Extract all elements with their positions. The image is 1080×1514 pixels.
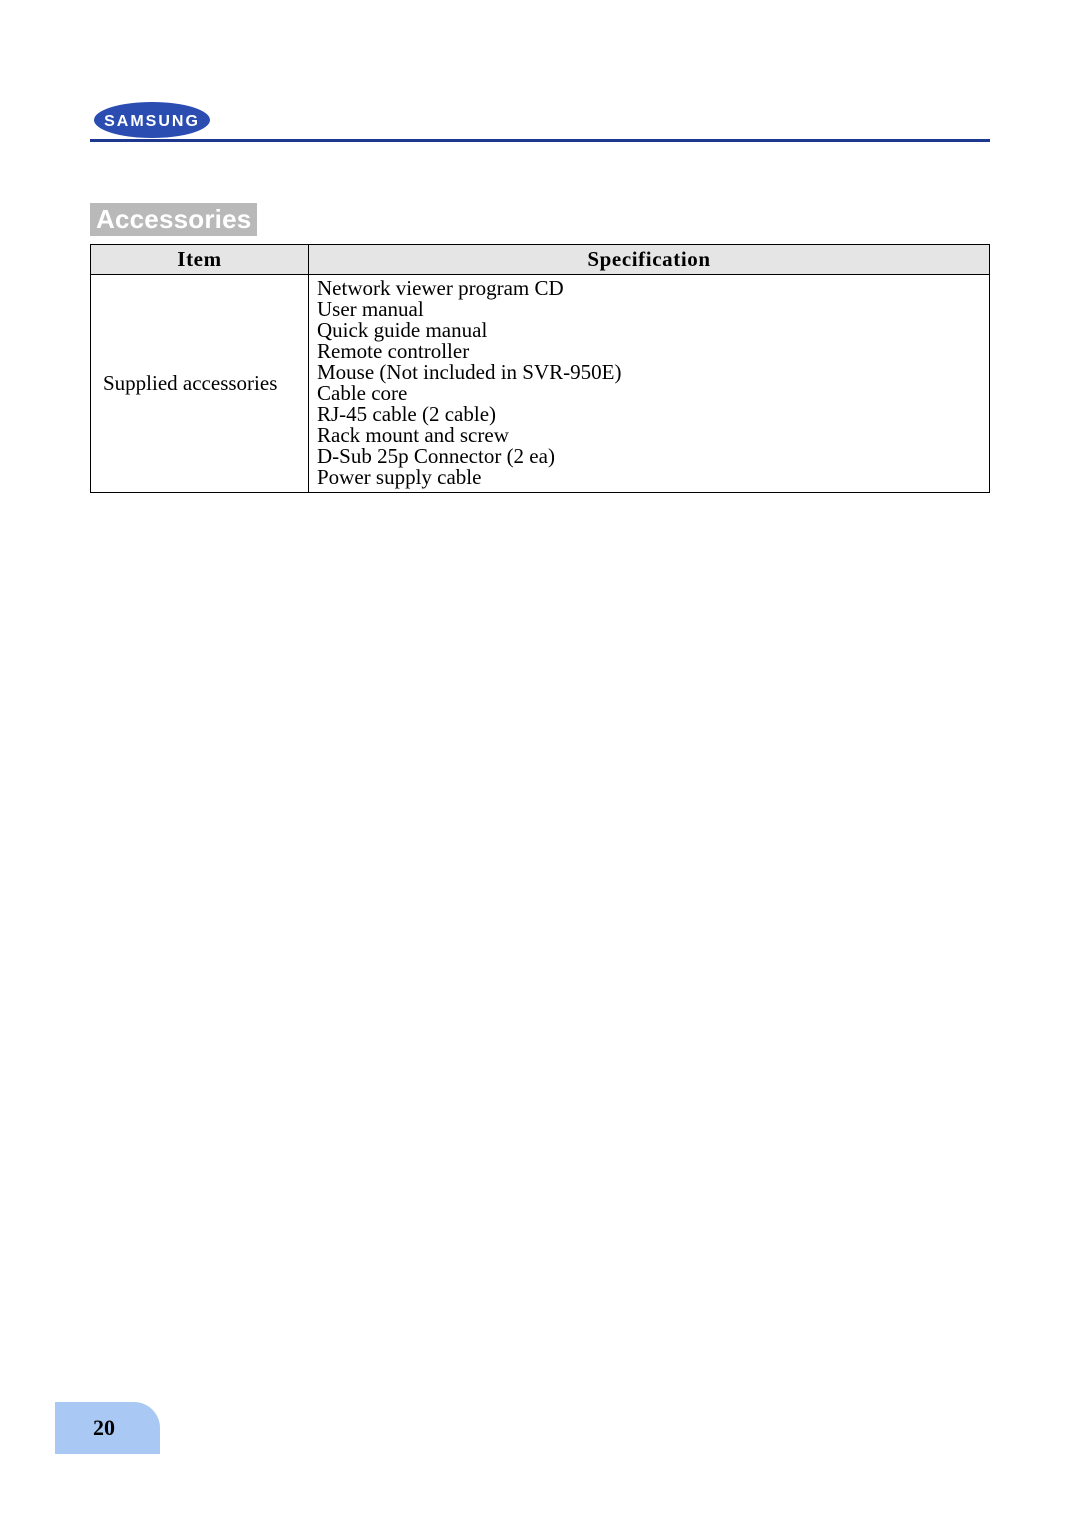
section-title-box: Accessories (90, 203, 257, 236)
spec-cell: Network viewer program CD User manual Qu… (309, 275, 990, 493)
col-specification: Specification (309, 245, 990, 275)
spec-list: Network viewer program CD User manual Qu… (317, 278, 981, 488)
spec-item: Remote controller (317, 341, 981, 362)
spec-item: Mouse (Not included in SVR-950E) (317, 362, 981, 383)
header-rule (90, 139, 990, 142)
spec-item: D-Sub 25p Connector (2 ea) (317, 446, 981, 467)
table-header-row: Item Specification (91, 245, 990, 275)
spec-item: Cable core (317, 383, 981, 404)
page-number: 20 (93, 1415, 115, 1441)
spec-item: Quick guide manual (317, 320, 981, 341)
table-row: Supplied accessories Network viewer prog… (91, 275, 990, 493)
spec-item: Network viewer program CD (317, 278, 981, 299)
header: SAMSUNG (90, 90, 990, 145)
spec-item: Power supply cable (317, 467, 981, 488)
col-item: Item (91, 245, 309, 275)
spec-item: User manual (317, 299, 981, 320)
spec-item: RJ-45 cable (2 cable) (317, 404, 981, 425)
samsung-logo-text: SAMSUNG (104, 113, 200, 130)
page-number-tab: 20 (55, 1402, 160, 1454)
page: SAMSUNG Accessories Item Specification S… (0, 0, 1080, 1514)
accessories-table: Item Specification Supplied accessories … (90, 244, 990, 493)
item-cell: Supplied accessories (91, 275, 309, 493)
section-title: Accessories (96, 204, 251, 234)
samsung-logo: SAMSUNG (90, 90, 220, 145)
spec-item: Rack mount and screw (317, 425, 981, 446)
